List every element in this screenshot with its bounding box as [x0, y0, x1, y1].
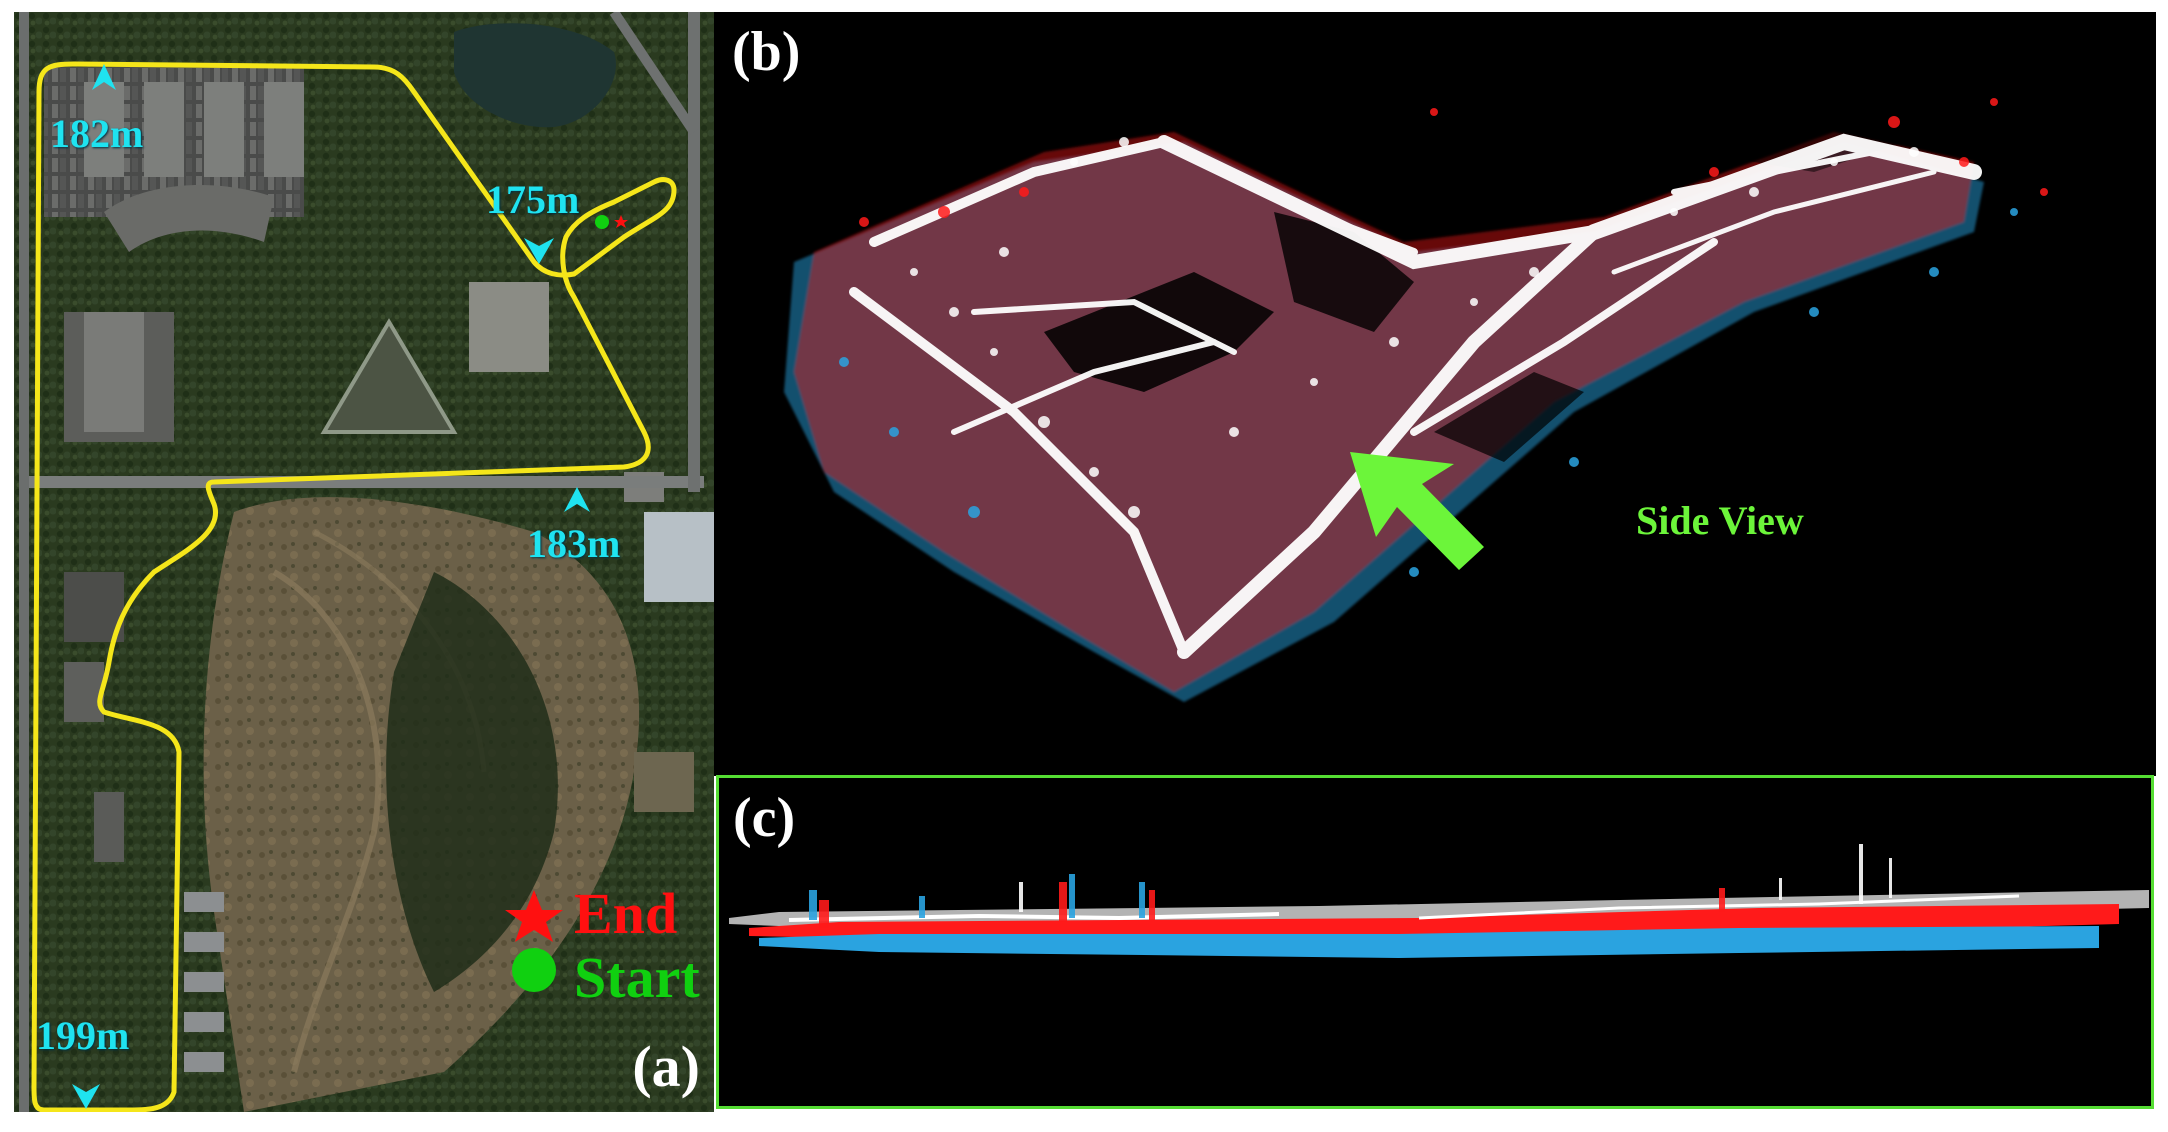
- waypoint-label-182: 182m: [50, 111, 144, 156]
- trajectory-path: [31, 61, 677, 1112]
- waypoint-label-183: 183m: [527, 521, 621, 566]
- panel-b-label: (b): [732, 21, 801, 83]
- waypoint-arrows: [72, 64, 590, 1109]
- point-cloud-3d-view: [784, 98, 2048, 702]
- waypoint-label-175: 175m: [486, 177, 580, 222]
- satellite-map-panel: 182m 175m 183m 199m End Start (a): [14, 12, 714, 1112]
- waypoint-label-199: 199m: [36, 1013, 130, 1058]
- panel-a-label: (a): [632, 1034, 700, 1099]
- end-marker: [614, 215, 628, 228]
- side-view-panel: (c): [716, 775, 2154, 1109]
- legend-end-label: End: [574, 881, 678, 946]
- point-cloud-side-view: [729, 844, 2149, 958]
- point-cloud-panel: (b) Side View: [714, 12, 2156, 776]
- circle-icon: [512, 948, 556, 992]
- panel-c-label: (c): [733, 787, 796, 849]
- side-view-arrow: [1350, 452, 1484, 570]
- side-view-label: Side View: [1636, 498, 1804, 543]
- legend-start-label: Start: [574, 945, 700, 1010]
- start-marker: [595, 215, 609, 229]
- satellite-map-image: [14, 12, 714, 1112]
- star-icon: [505, 890, 563, 942]
